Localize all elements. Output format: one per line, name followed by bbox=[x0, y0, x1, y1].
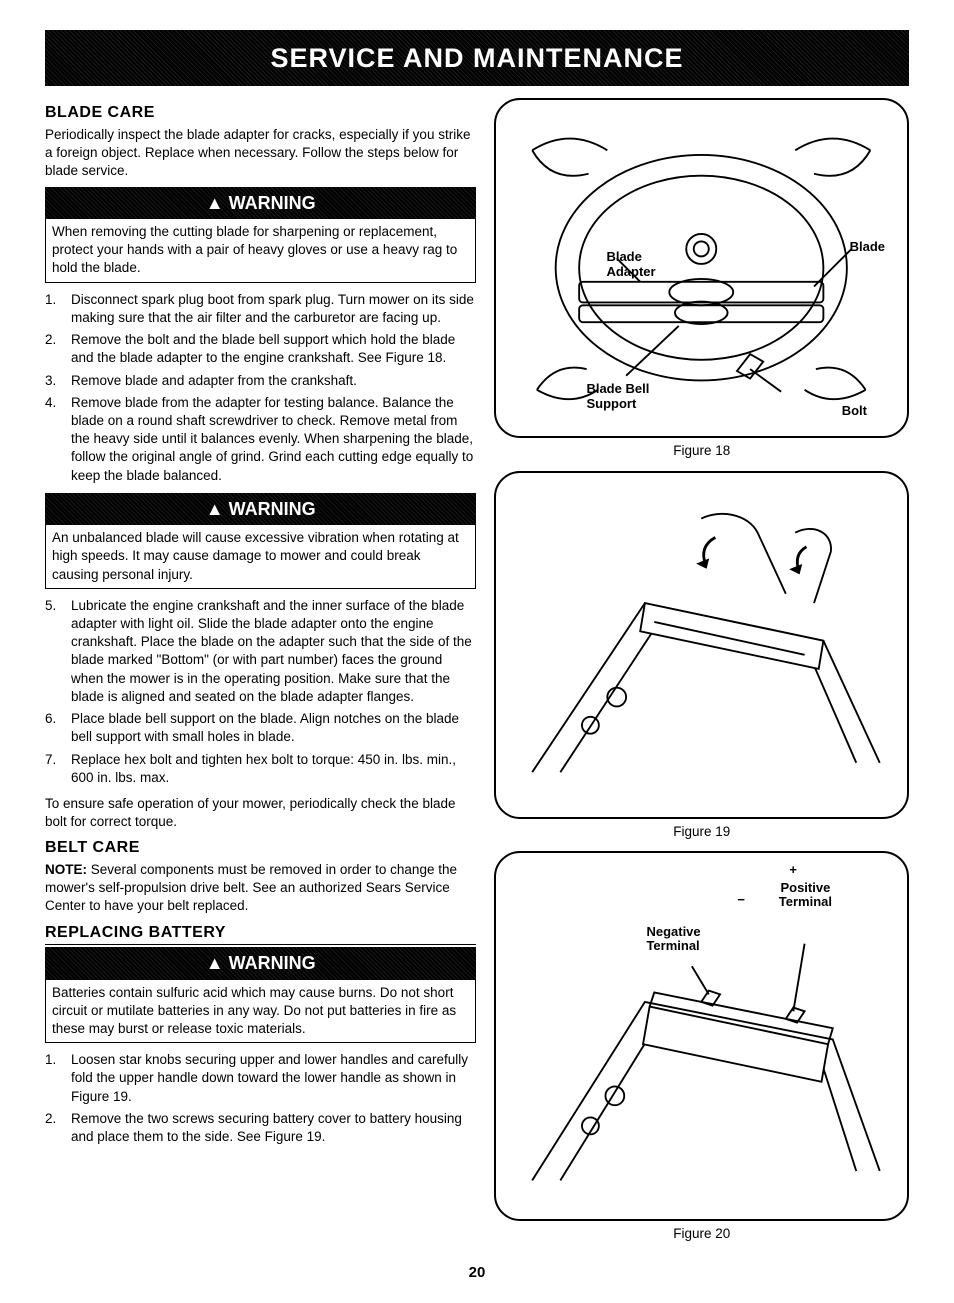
step: 3.Remove blade and adapter from the cran… bbox=[45, 372, 476, 390]
figure-19-illustration bbox=[504, 481, 899, 796]
step: 1.Loosen star knobs securing upper and l… bbox=[45, 1051, 476, 1106]
warning-box-1: When removing the cutting blade for shar… bbox=[45, 219, 476, 283]
label-blade: Blade bbox=[850, 240, 885, 254]
warning-tri-icon: ▲ bbox=[206, 499, 224, 519]
blade-care-outro: To ensure safe operation of your mower, … bbox=[45, 795, 476, 831]
warning-tri-icon: ▲ bbox=[206, 193, 224, 213]
figure-18-box: Blade Adapter Blade Bell Support Blade B… bbox=[494, 98, 909, 438]
figure-18-illustration bbox=[504, 108, 899, 418]
step: 6.Place blade bell support on the blade.… bbox=[45, 710, 476, 746]
label-bolt: Bolt bbox=[842, 404, 867, 418]
page-number: 20 bbox=[45, 1263, 909, 1283]
steps-list-b: 5.Lubricate the engine crankshaft and th… bbox=[45, 597, 476, 787]
label-positive-terminal: Positive Terminal bbox=[779, 881, 832, 910]
replacing-battery-title: REPLACING BATTERY bbox=[45, 922, 476, 946]
step: 5.Lubricate the engine crankshaft and th… bbox=[45, 597, 476, 706]
figure-20-illustration bbox=[504, 861, 899, 1199]
belt-care-title: BELT CARE bbox=[45, 837, 476, 859]
warning-header-2: ▲ WARNING bbox=[45, 493, 476, 525]
figure-19-caption: Figure 19 bbox=[494, 823, 909, 841]
warning-header-1: ▲ WARNING bbox=[45, 187, 476, 219]
figure-18-caption: Figure 18 bbox=[494, 442, 909, 460]
step: 1.Disconnect spark plug boot from spark … bbox=[45, 291, 476, 327]
figure-19-box bbox=[494, 471, 909, 819]
warning-box-3: Batteries contain sulfuric acid which ma… bbox=[45, 980, 476, 1044]
warning-box-2: An unbalanced blade will cause excessive… bbox=[45, 525, 476, 589]
label-blade-bell-support: Blade Bell Support bbox=[586, 382, 649, 411]
figure-20-caption: Figure 20 bbox=[494, 1225, 909, 1243]
step: 2.Remove the bolt and the blade bell sup… bbox=[45, 331, 476, 367]
step: 4.Remove blade from the adapter for test… bbox=[45, 394, 476, 485]
right-column: Blade Adapter Blade Bell Support Blade B… bbox=[494, 98, 909, 1253]
blade-care-title: BLADE CARE bbox=[45, 102, 476, 124]
left-column: BLADE CARE Periodically inspect the blad… bbox=[45, 98, 476, 1253]
belt-care-note: NOTE: Several components must be removed… bbox=[45, 861, 476, 916]
figure-20-box: + Positive Terminal − Negative Terminal bbox=[494, 851, 909, 1221]
battery-steps: 1.Loosen star knobs securing upper and l… bbox=[45, 1051, 476, 1146]
blade-care-intro: Periodically inspect the blade adapter f… bbox=[45, 126, 476, 181]
label-plus: + bbox=[789, 863, 797, 877]
step: 7.Replace hex bolt and tighten hex bolt … bbox=[45, 751, 476, 787]
warning-tri-icon: ▲ bbox=[206, 953, 224, 973]
steps-list-a: 1.Disconnect spark plug boot from spark … bbox=[45, 291, 476, 485]
main-banner: SERVICE AND MAINTENANCE bbox=[45, 30, 909, 86]
label-negative-terminal: Negative Terminal bbox=[646, 925, 700, 954]
label-blade-adapter: Blade Adapter bbox=[606, 250, 655, 279]
warning-header-3: ▲ WARNING bbox=[45, 947, 476, 979]
step: 2.Remove the two screws securing battery… bbox=[45, 1110, 476, 1146]
label-minus: − bbox=[737, 893, 745, 907]
